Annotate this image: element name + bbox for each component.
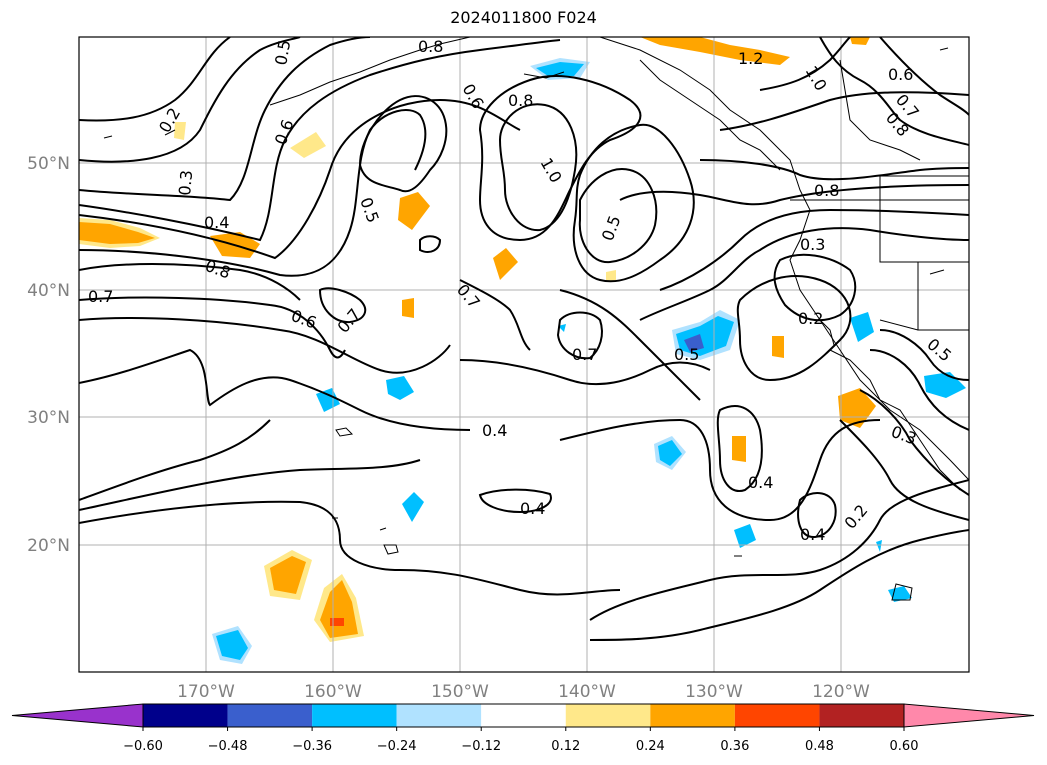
contour-label: 0.4	[204, 213, 229, 232]
lat-label: 50°N	[27, 154, 70, 174]
lat-label: 20°N	[27, 536, 70, 556]
colorbar-tick-label: 0.60	[890, 739, 919, 754]
contour-label: 0.8	[814, 181, 839, 200]
contour-label: 0.4	[800, 525, 825, 544]
lat-label: 40°N	[27, 281, 70, 301]
lon-label: 160°W	[304, 682, 362, 702]
map-frame	[78, 36, 970, 673]
latitude-labels: 50°N 40°N 30°N 20°N	[27, 154, 70, 556]
colorbar-tick-label: −0.36	[292, 739, 332, 754]
colorbar-swatch	[734, 704, 820, 727]
contour-label: 0.4	[482, 421, 507, 440]
colorbar-outline	[142, 703, 905, 728]
colorbar-swatch	[143, 704, 228, 727]
contour-label: 0.2	[798, 309, 823, 328]
colorbar-tick-label: −0.60	[123, 739, 163, 754]
contour-label: 1.2	[738, 49, 763, 68]
colorbar-tick-label: −0.24	[377, 739, 417, 754]
colorbar-swatch	[227, 704, 313, 727]
lon-label: 130°W	[685, 682, 743, 702]
colorbar-swatch	[565, 704, 651, 727]
map-background	[79, 37, 969, 672]
colorbar-swatch	[650, 704, 735, 727]
colorbar-swatch	[312, 704, 397, 727]
contour-label: 0.3	[800, 235, 825, 254]
colorbar-tick-label: 0.48	[805, 739, 834, 754]
contour-lines	[79, 37, 969, 641]
colorbar-swatch	[396, 704, 482, 727]
colorbar: −0.60 −0.48 −0.36 −0.24 −0.12 0.12 0.24 0.36 0.4…	[11, 703, 1035, 754]
colorbar-tick-label: 0.24	[636, 739, 665, 754]
contour-label: 0.8	[418, 37, 443, 56]
lon-label: 120°W	[812, 682, 870, 702]
shaded-anomaly-patches	[79, 37, 966, 664]
colorbar-extend-low	[11, 703, 144, 728]
colorbar-tick-label: −0.12	[461, 739, 501, 754]
colorbar-tick-label: −0.48	[208, 739, 248, 754]
colorbar-swatch	[819, 704, 904, 727]
contour-label: 0.7	[88, 287, 113, 306]
contour-label: 0.4	[520, 499, 545, 518]
lon-label: 140°W	[558, 682, 616, 702]
colorbar-swatch	[481, 704, 566, 727]
contour-label: 0.3	[175, 169, 196, 196]
contour-label: 0.7	[572, 345, 597, 364]
colorbar-extend-high	[903, 703, 1035, 728]
contour-label: 0.4	[748, 473, 773, 492]
lon-label: 150°W	[431, 682, 489, 702]
longitude-labels: 170°W 160°W 150°W 140°W 130°W 120°W	[177, 682, 870, 702]
contour-label: 0.8	[508, 91, 533, 110]
map-title: 2024011800 F024	[450, 8, 597, 27]
contour-label: 0.6	[888, 65, 913, 84]
lat-label: 30°N	[27, 408, 70, 428]
lon-label: 170°W	[177, 682, 235, 702]
colorbar-tick-label: 0.36	[720, 739, 749, 754]
contour-label: 0.5	[271, 38, 294, 66]
contour-label: 0.5	[674, 345, 699, 364]
coastlines	[103, 37, 969, 601]
colorbar-tick-label: 0.12	[551, 739, 580, 754]
